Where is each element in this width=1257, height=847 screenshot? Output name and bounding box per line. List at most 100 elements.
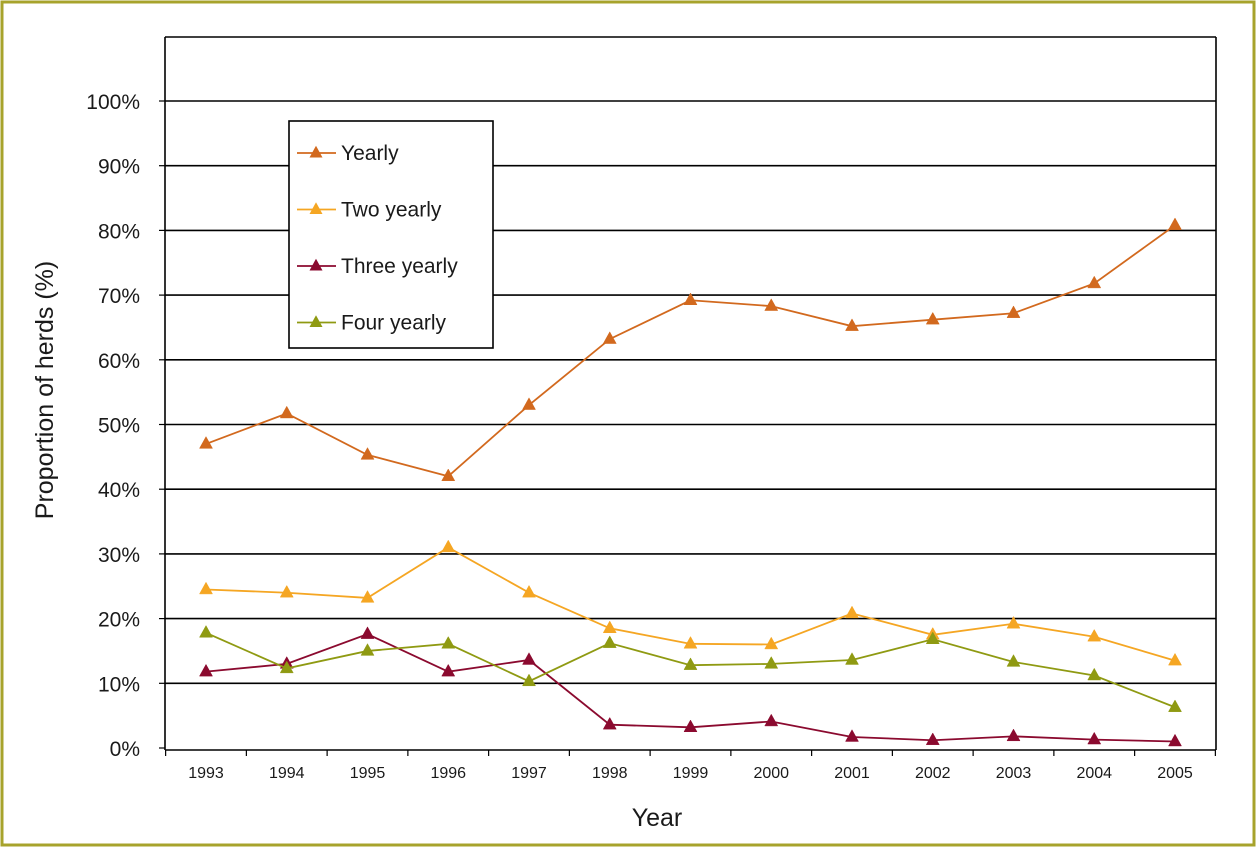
- x-tick-label: 2004: [1076, 765, 1112, 782]
- data-point-marker: [602, 716, 617, 730]
- legend-item: Yearly: [297, 142, 399, 165]
- y-tick-label: 70%: [98, 285, 140, 308]
- data-point-marker: [925, 732, 940, 745]
- data-point-marker: [441, 539, 456, 553]
- x-tick-label: 2003: [996, 765, 1032, 782]
- x-tick-label: 1997: [511, 765, 547, 782]
- y-tick-label: 30%: [98, 544, 140, 567]
- data-point-marker: [764, 713, 779, 727]
- data-point-marker: [1087, 628, 1102, 642]
- data-point-marker: [683, 636, 698, 649]
- y-tick-label: 60%: [98, 350, 140, 373]
- data-point-marker: [199, 663, 213, 677]
- y-tick-label: 50%: [98, 415, 140, 438]
- data-point-marker: [1168, 733, 1182, 747]
- data-point-marker: [441, 663, 456, 677]
- data-point-marker: [522, 652, 536, 665]
- data-point-marker: [279, 405, 294, 419]
- data-point-marker: [1087, 731, 1102, 745]
- y-tick-label: 0%: [110, 738, 140, 761]
- data-point-marker: [522, 673, 536, 687]
- legend-label: Two yearly: [341, 199, 442, 222]
- data-point-marker: [1168, 217, 1182, 230]
- data-point-marker: [199, 436, 213, 449]
- y-tick-label: 100%: [86, 91, 140, 114]
- x-tick-label: 2005: [1157, 765, 1193, 782]
- series-two-yearly: [199, 539, 1182, 666]
- data-point-marker: [360, 447, 375, 460]
- legend-item: Two yearly: [297, 199, 442, 222]
- data-point-marker: [602, 635, 617, 648]
- x-tick-labels: 1993 1994 1995 1996 1997 1998 1999 2000 2001 2002…: [188, 765, 1193, 782]
- data-point-marker: [360, 626, 375, 639]
- legend-label: Yearly: [341, 142, 399, 165]
- x-tick-label: 2000: [753, 765, 789, 782]
- legend-marker: [309, 258, 323, 271]
- legend-label: Four yearly: [341, 312, 447, 335]
- data-point-marker: [199, 625, 213, 638]
- x-axis-title: Year: [632, 804, 683, 832]
- y-tick-label: 10%: [98, 673, 140, 696]
- x-tick-label: 1995: [350, 765, 386, 782]
- data-point-marker: [360, 590, 375, 603]
- data-point-marker: [602, 331, 617, 344]
- y-tick-label: 90%: [98, 156, 140, 179]
- series-four-yearly: [199, 625, 1182, 712]
- x-tick-label: 2001: [834, 765, 870, 782]
- data-point-marker: [360, 643, 375, 656]
- y-tick-label: 40%: [98, 479, 140, 502]
- data-point-marker: [764, 636, 779, 650]
- data-point-marker: [602, 620, 617, 634]
- data-point-marker: [845, 605, 859, 619]
- data-point-marker: [1168, 652, 1182, 666]
- data-point-marker: [522, 397, 536, 410]
- series-yearly: [199, 217, 1182, 481]
- x-tick-label: 1998: [592, 765, 628, 782]
- x-tick-label: 1996: [430, 765, 466, 782]
- data-point-marker: [845, 318, 859, 331]
- y-tick-labels: 0% 10% 20% 30% 40% 50% 60% 70% 80% 90% 100%: [86, 91, 140, 761]
- data-point-marker: [683, 292, 698, 305]
- legend-item: Three yearly: [297, 255, 458, 278]
- legend-box: [288, 120, 494, 349]
- axes: [159, 36, 1217, 756]
- data-point-marker: [199, 581, 213, 595]
- data-point-marker: [1006, 305, 1021, 318]
- x-tick-label: 1994: [269, 765, 305, 782]
- data-point-marker: [764, 298, 779, 311]
- data-point-marker: [441, 636, 456, 649]
- y-axis-title: Proportion of herds (%): [31, 261, 59, 519]
- y-tick-label: 80%: [98, 220, 140, 243]
- data-point-marker: [845, 652, 859, 665]
- legend-item: Four yearly: [297, 312, 447, 335]
- data-point-marker: [683, 657, 698, 670]
- x-tick-label: 1993: [188, 765, 224, 782]
- data-point-marker: [1006, 616, 1021, 629]
- legend-label: Three yearly: [341, 255, 458, 278]
- data-point-marker: [683, 719, 698, 732]
- data-point-marker: [1087, 667, 1102, 681]
- x-tick-label: 2002: [915, 765, 951, 782]
- data-point-marker: [845, 729, 859, 742]
- legend: Yearly Two yearly Three yearly Four yearly: [288, 120, 494, 349]
- series-three-yearly: [199, 626, 1182, 747]
- series: [199, 217, 1182, 747]
- data-point-marker: [522, 584, 536, 598]
- legend-marker: [309, 145, 323, 158]
- legend-marker: [309, 202, 323, 214]
- data-point-marker: [1168, 699, 1182, 712]
- data-point-marker: [1006, 728, 1021, 742]
- data-point-marker: [441, 468, 456, 481]
- data-point-marker: [925, 311, 940, 325]
- data-point-marker: [279, 584, 294, 598]
- legend-marker: [309, 315, 323, 327]
- data-point-marker: [279, 660, 294, 674]
- data-point-marker: [1087, 275, 1102, 289]
- data-point-marker: [1006, 654, 1021, 667]
- y-tick-label: 20%: [98, 609, 140, 632]
- x-tick-label: 1999: [673, 765, 709, 782]
- data-point-marker: [764, 656, 779, 669]
